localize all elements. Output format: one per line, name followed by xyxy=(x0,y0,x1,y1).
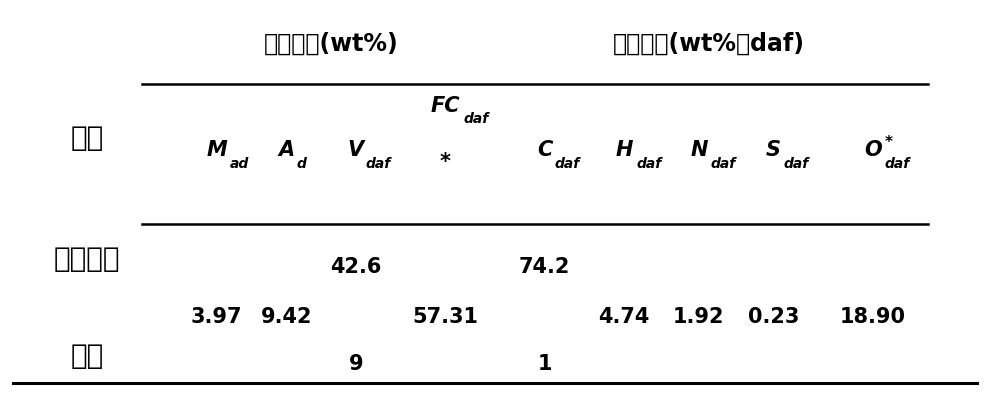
Text: daf: daf xyxy=(555,157,580,171)
Text: O: O xyxy=(864,140,882,160)
Text: C: C xyxy=(537,140,552,160)
Text: 粘煤: 粘煤 xyxy=(71,342,104,370)
Text: A: A xyxy=(278,140,294,160)
Text: V: V xyxy=(348,140,364,160)
Text: 3.97: 3.97 xyxy=(191,307,242,327)
Text: 低变质不: 低变质不 xyxy=(54,245,121,273)
Text: 74.2: 74.2 xyxy=(519,257,570,277)
Text: 42.6: 42.6 xyxy=(330,257,381,277)
Text: *: * xyxy=(440,152,451,172)
Text: 1: 1 xyxy=(538,354,552,374)
Text: 工业分析(wt%): 工业分析(wt%) xyxy=(264,32,398,56)
Text: daf: daf xyxy=(636,157,661,171)
Text: daf: daf xyxy=(711,157,736,171)
Text: 元素分析(wt%，daf): 元素分析(wt%，daf) xyxy=(613,32,805,56)
Text: daf: daf xyxy=(885,157,910,171)
Text: daf: daf xyxy=(783,157,809,171)
Text: N: N xyxy=(690,140,708,160)
Text: 1.92: 1.92 xyxy=(673,307,725,327)
Text: daf: daf xyxy=(463,112,488,126)
Text: 9: 9 xyxy=(348,354,363,374)
Text: daf: daf xyxy=(366,157,391,171)
Text: d: d xyxy=(296,157,306,171)
Text: 0.23: 0.23 xyxy=(748,307,799,327)
Text: *: * xyxy=(885,134,893,149)
Text: 样品: 样品 xyxy=(71,124,104,152)
Text: H: H xyxy=(616,140,633,160)
Text: 18.90: 18.90 xyxy=(840,307,906,327)
Text: 57.31: 57.31 xyxy=(412,307,478,327)
Text: M: M xyxy=(206,140,227,160)
Text: 4.74: 4.74 xyxy=(599,307,650,327)
Text: ad: ad xyxy=(230,157,249,171)
Text: S: S xyxy=(766,140,781,160)
Text: 9.42: 9.42 xyxy=(260,307,312,327)
Text: FC: FC xyxy=(430,95,460,115)
